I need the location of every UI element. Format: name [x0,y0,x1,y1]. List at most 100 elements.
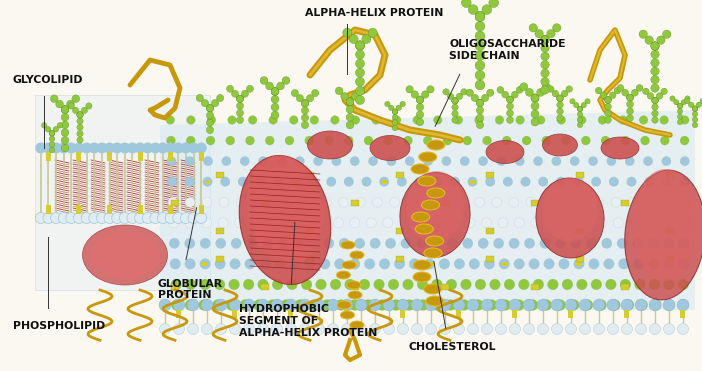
Circle shape [385,101,390,107]
Circle shape [206,105,213,112]
Circle shape [258,157,267,166]
Circle shape [521,177,530,187]
Circle shape [424,197,434,207]
Circle shape [346,98,354,106]
Circle shape [143,142,153,154]
Circle shape [416,104,424,111]
Circle shape [452,111,458,117]
Text: OLIGOSACCHARIDE
SIDE CHAIN: OLIGOSACCHARIDE SIDE CHAIN [449,39,566,61]
Circle shape [627,115,633,121]
Circle shape [548,218,557,228]
Ellipse shape [421,200,439,210]
Circle shape [355,238,365,249]
Ellipse shape [350,321,364,329]
Bar [486,228,494,234]
Circle shape [692,111,698,117]
Circle shape [58,142,69,154]
Circle shape [700,98,702,104]
Circle shape [537,299,549,311]
Circle shape [61,121,69,129]
Circle shape [489,279,501,290]
Circle shape [343,28,352,37]
Circle shape [557,115,563,121]
Circle shape [499,259,510,269]
Circle shape [364,136,373,145]
Circle shape [447,238,458,249]
Circle shape [591,177,601,187]
Circle shape [237,109,244,116]
Circle shape [385,238,396,249]
Circle shape [597,218,607,228]
Circle shape [310,116,319,124]
Circle shape [196,94,204,102]
Circle shape [390,197,399,207]
Circle shape [301,100,309,107]
Circle shape [485,177,495,187]
Circle shape [187,299,199,311]
Bar [470,180,475,184]
Circle shape [186,136,195,145]
Circle shape [677,324,689,335]
Circle shape [551,299,563,311]
Bar [666,172,674,178]
Circle shape [585,99,590,104]
Circle shape [452,98,458,104]
Circle shape [594,197,604,207]
Circle shape [601,136,610,145]
Circle shape [359,279,370,290]
Circle shape [696,102,701,108]
Circle shape [165,213,176,223]
Circle shape [370,238,380,249]
Circle shape [571,238,581,249]
Circle shape [497,157,506,166]
Bar [138,152,143,161]
Circle shape [355,95,364,105]
Circle shape [305,136,314,145]
Circle shape [661,88,668,95]
Circle shape [301,107,309,114]
Circle shape [651,97,658,104]
Circle shape [61,106,69,114]
Circle shape [362,177,371,187]
Circle shape [649,324,661,335]
Circle shape [339,238,350,249]
Circle shape [159,299,171,311]
Bar [512,310,517,318]
Bar [576,228,584,234]
Circle shape [507,96,513,103]
Circle shape [127,213,138,223]
Circle shape [482,94,489,102]
Circle shape [570,157,579,166]
Circle shape [433,116,442,124]
Circle shape [627,94,633,101]
Bar [351,284,359,290]
Circle shape [214,279,225,290]
Circle shape [226,299,237,311]
Circle shape [677,103,682,109]
Circle shape [510,324,520,335]
Circle shape [188,142,199,154]
Circle shape [591,279,602,290]
Circle shape [332,157,341,166]
Circle shape [77,112,83,118]
Circle shape [416,96,424,104]
Circle shape [425,324,437,335]
Ellipse shape [342,261,356,269]
Circle shape [627,177,636,187]
Circle shape [481,299,493,311]
Bar [168,152,173,161]
Circle shape [390,299,402,311]
Circle shape [362,35,371,43]
Circle shape [607,299,619,311]
Circle shape [524,238,535,249]
Circle shape [574,177,583,187]
Circle shape [692,106,698,111]
Circle shape [351,116,360,124]
Circle shape [541,44,549,52]
Circle shape [557,116,566,124]
Circle shape [439,324,451,335]
Circle shape [576,279,588,290]
Circle shape [246,238,257,249]
Circle shape [677,103,682,109]
Circle shape [562,136,571,145]
